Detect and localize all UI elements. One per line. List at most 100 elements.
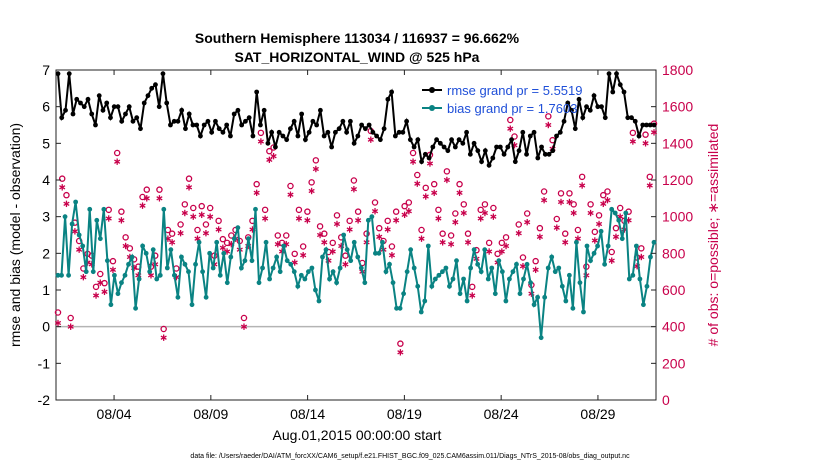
rmse-point [381, 126, 387, 132]
rmse-point [621, 89, 627, 95]
rmse-point [396, 129, 402, 135]
obs-possible-point [612, 224, 620, 232]
bias-point [104, 258, 110, 264]
obs-possible-point [58, 175, 66, 182]
bias-point [549, 254, 555, 260]
obs-possible-point [329, 239, 337, 247]
rmse-point [426, 155, 432, 161]
bias-point [129, 254, 135, 260]
rmse-point [490, 155, 496, 161]
bias-point [602, 261, 608, 267]
obs-assimilated-point [143, 195, 150, 202]
asterisk-stroke [562, 240, 569, 245]
bias-point [316, 298, 322, 304]
obs-assimilated-point [198, 211, 205, 219]
bias-point [383, 269, 389, 275]
y-right-tick-label: 1600 [662, 99, 693, 115]
obs-possible-point [405, 199, 413, 206]
y-right-tick-label: 1200 [662, 172, 693, 188]
bias-point [62, 214, 68, 220]
bias-point [507, 276, 512, 282]
asterisk-stroke [557, 199, 565, 205]
y-right-tick-label: 200 [662, 355, 686, 371]
obs-assimilated-point [469, 292, 476, 299]
obs-possible-point [447, 232, 455, 239]
rmse-point [359, 122, 365, 128]
asterisk-stroke [646, 183, 653, 188]
obs-assimilated-point [257, 138, 264, 145]
obs-possible-point [54, 309, 62, 316]
bias-point [217, 272, 223, 278]
obs-possible-point [409, 149, 417, 157]
rmse-point [119, 118, 125, 124]
bias-point [344, 247, 350, 253]
bias-point [80, 243, 86, 249]
bias-point [291, 269, 297, 275]
obs-assimilated-point [308, 187, 315, 195]
obs-possible-point [540, 188, 548, 195]
y-right-tick-label: 0 [662, 392, 670, 408]
bias-point [485, 276, 491, 282]
obs-possible-point [414, 171, 421, 179]
bias-point [270, 265, 276, 271]
bias-point [475, 261, 481, 267]
rmse-point [63, 107, 68, 113]
bias-point [454, 258, 459, 264]
rmse-point [288, 126, 293, 132]
legend-rmse-marker [429, 87, 435, 93]
asterisk-stroke [367, 137, 374, 142]
bias-point [545, 265, 551, 271]
obs-assimilated-point [177, 229, 184, 237]
rmse-point [291, 118, 297, 124]
bias-point [228, 254, 234, 260]
obs-possible-point [185, 175, 193, 182]
obs-possible-point [308, 179, 315, 186]
obs-possible-point [591, 228, 599, 236]
rmse-point [276, 129, 282, 135]
asterisk-stroke [409, 159, 417, 164]
asterisk-stroke [481, 210, 489, 216]
y-right-tick-label: 1800 [662, 62, 693, 78]
rmse-point [456, 137, 462, 143]
asterisk-stroke [257, 139, 264, 144]
obs-assimilated-point [384, 226, 391, 233]
rmse-point [482, 148, 488, 154]
asterisk-stroke [448, 242, 455, 247]
bias-point [348, 258, 354, 264]
obs-assimilated-point [169, 239, 176, 246]
bias-point [267, 276, 272, 282]
rmse-point [198, 133, 203, 139]
y-right-tick-label: 1000 [662, 209, 693, 225]
obs-possible-point [557, 190, 565, 197]
rmse-point [557, 129, 563, 135]
bias-point [242, 258, 248, 264]
obs-assimilated-point [612, 233, 620, 241]
obs-assimilated-point [579, 182, 586, 189]
bias-point [401, 291, 407, 297]
rmse-point [464, 129, 469, 135]
obs-possible-point [257, 129, 265, 137]
rmse-point [351, 140, 357, 146]
rmse-point [610, 89, 616, 95]
rmse-point [565, 100, 571, 106]
y-tick-label: 2 [42, 245, 50, 261]
y-right-tick-label: 600 [662, 282, 686, 298]
bias-point [443, 265, 449, 271]
rmse-series-line [57, 69, 654, 169]
rmse-point [647, 122, 653, 128]
bias-point [524, 261, 530, 267]
obs-possible-point [333, 212, 341, 219]
obs-assimilated-point [109, 266, 117, 274]
chart-title: Southern Hemisphere 113034 / 116937 = 96… [195, 30, 520, 46]
rmse-point [246, 115, 252, 121]
bias-point [619, 236, 625, 242]
rmse-point [74, 96, 80, 102]
asterisk-stroke [253, 190, 260, 195]
asterisk-stroke [401, 212, 408, 217]
rmse-point [516, 148, 522, 154]
obs-assimilated-point [566, 198, 573, 206]
rmse-point [265, 140, 271, 146]
obs-assimilated-point [414, 180, 421, 187]
rmse-point [599, 104, 604, 110]
obs-assimilated-point [376, 233, 383, 241]
